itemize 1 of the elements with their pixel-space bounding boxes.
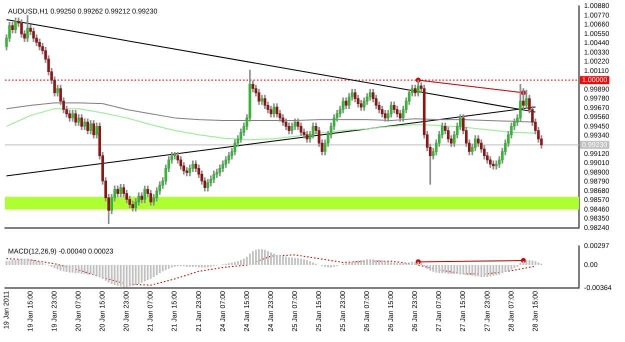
line-series bbox=[6, 254, 536, 286]
